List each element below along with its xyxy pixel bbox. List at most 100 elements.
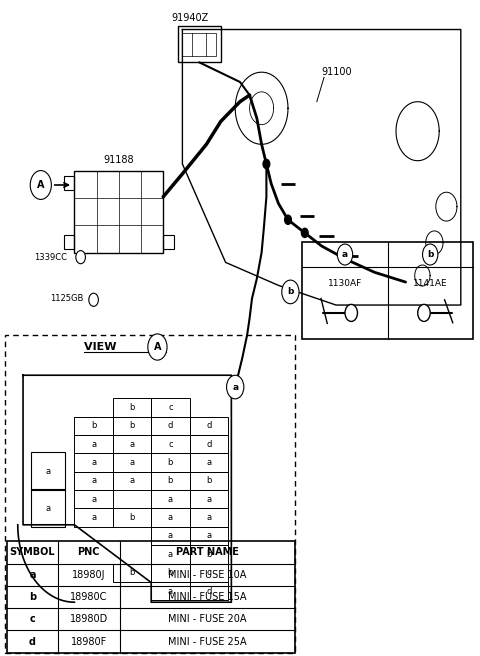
Text: c: c [168, 403, 173, 412]
Text: 1125GB: 1125GB [50, 294, 84, 303]
Circle shape [301, 228, 308, 237]
Bar [74, 472, 113, 490]
Bar [113, 417, 151, 435]
Circle shape [30, 171, 51, 199]
Text: 1339CC: 1339CC [34, 253, 67, 262]
Bar [151, 527, 190, 545]
Bar [190, 472, 228, 490]
Bar [178, 26, 221, 62]
Bar [190, 508, 228, 527]
Circle shape [337, 244, 353, 265]
Text: a: a [130, 440, 134, 449]
Text: a: a [206, 495, 211, 504]
Text: MINI - FUSE 15A: MINI - FUSE 15A [168, 592, 247, 602]
Bar [74, 453, 113, 472]
Bar [190, 453, 228, 472]
Bar [151, 472, 190, 490]
Text: b: b [29, 592, 36, 602]
Text: d: d [206, 586, 212, 596]
Bar [190, 527, 228, 545]
Circle shape [345, 304, 358, 321]
Bar [113, 453, 151, 472]
Circle shape [285, 215, 291, 224]
Text: a: a [232, 382, 238, 392]
Text: d: d [168, 421, 173, 430]
Text: c: c [168, 440, 173, 449]
Text: PART NAME: PART NAME [176, 547, 239, 558]
Text: a: a [91, 458, 96, 467]
Text: MINI - FUSE 20A: MINI - FUSE 20A [168, 614, 247, 625]
Text: a: a [342, 250, 348, 259]
Bar [74, 171, 163, 253]
Bar [113, 398, 151, 417]
Text: SYMBOL: SYMBOL [10, 547, 55, 558]
Text: b: b [129, 568, 135, 577]
Circle shape [148, 334, 167, 360]
Bar [64, 176, 74, 190]
Text: d: d [206, 440, 212, 449]
Circle shape [282, 280, 299, 304]
Bar [151, 417, 190, 435]
Text: b: b [129, 403, 135, 412]
Bar [151, 435, 190, 453]
Text: b: b [206, 476, 212, 485]
Text: a: a [91, 495, 96, 504]
Text: A: A [37, 180, 45, 190]
Text: d: d [29, 636, 36, 647]
Text: a: a [168, 495, 173, 504]
Text: b: b [168, 458, 173, 467]
Text: 18980J: 18980J [72, 569, 106, 580]
Bar [113, 508, 151, 527]
Text: d: d [206, 421, 212, 430]
Text: MINI - FUSE 25A: MINI - FUSE 25A [168, 636, 247, 647]
Bar [190, 417, 228, 435]
Text: 91100: 91100 [322, 68, 352, 77]
Text: 18980D: 18980D [70, 614, 108, 625]
Text: a: a [168, 531, 173, 541]
Bar [74, 435, 113, 453]
Bar [190, 435, 228, 453]
Text: 1130AF: 1130AF [328, 279, 362, 288]
Text: a: a [46, 467, 50, 476]
Text: 1141AE: 1141AE [413, 279, 447, 288]
Text: a: a [130, 458, 134, 467]
Text: a: a [168, 550, 173, 559]
Bar [190, 545, 228, 564]
Text: 18980C: 18980C [70, 592, 108, 602]
Bar [113, 472, 151, 490]
Circle shape [227, 375, 244, 399]
Bar [151, 508, 190, 527]
Text: MINI - FUSE 10A: MINI - FUSE 10A [168, 569, 247, 580]
Text: a: a [206, 458, 211, 467]
Bar [151, 545, 190, 564]
Bar [151, 564, 190, 582]
Text: b: b [129, 421, 135, 430]
Bar [151, 582, 190, 600]
Circle shape [418, 304, 430, 321]
Text: VIEW: VIEW [84, 342, 124, 352]
Text: a: a [206, 531, 211, 541]
Text: b: b [168, 568, 173, 577]
Bar [302, 242, 473, 339]
Text: b: b [427, 250, 433, 259]
Bar [7, 541, 295, 653]
Circle shape [76, 251, 85, 264]
Bar [74, 508, 113, 527]
Bar [151, 453, 190, 472]
Text: a: a [91, 513, 96, 522]
Circle shape [263, 159, 270, 169]
Bar [74, 490, 113, 508]
Bar [190, 564, 228, 582]
Bar [182, 33, 216, 56]
Text: a: a [168, 513, 173, 522]
Text: 91940Z: 91940Z [171, 13, 208, 23]
Bar [190, 490, 228, 508]
Text: b: b [206, 550, 212, 559]
Text: c: c [30, 614, 35, 625]
Bar [163, 235, 174, 249]
Text: a: a [206, 513, 211, 522]
Bar [31, 452, 65, 490]
Circle shape [422, 244, 438, 265]
Text: a: a [130, 476, 134, 485]
Bar [113, 564, 151, 582]
